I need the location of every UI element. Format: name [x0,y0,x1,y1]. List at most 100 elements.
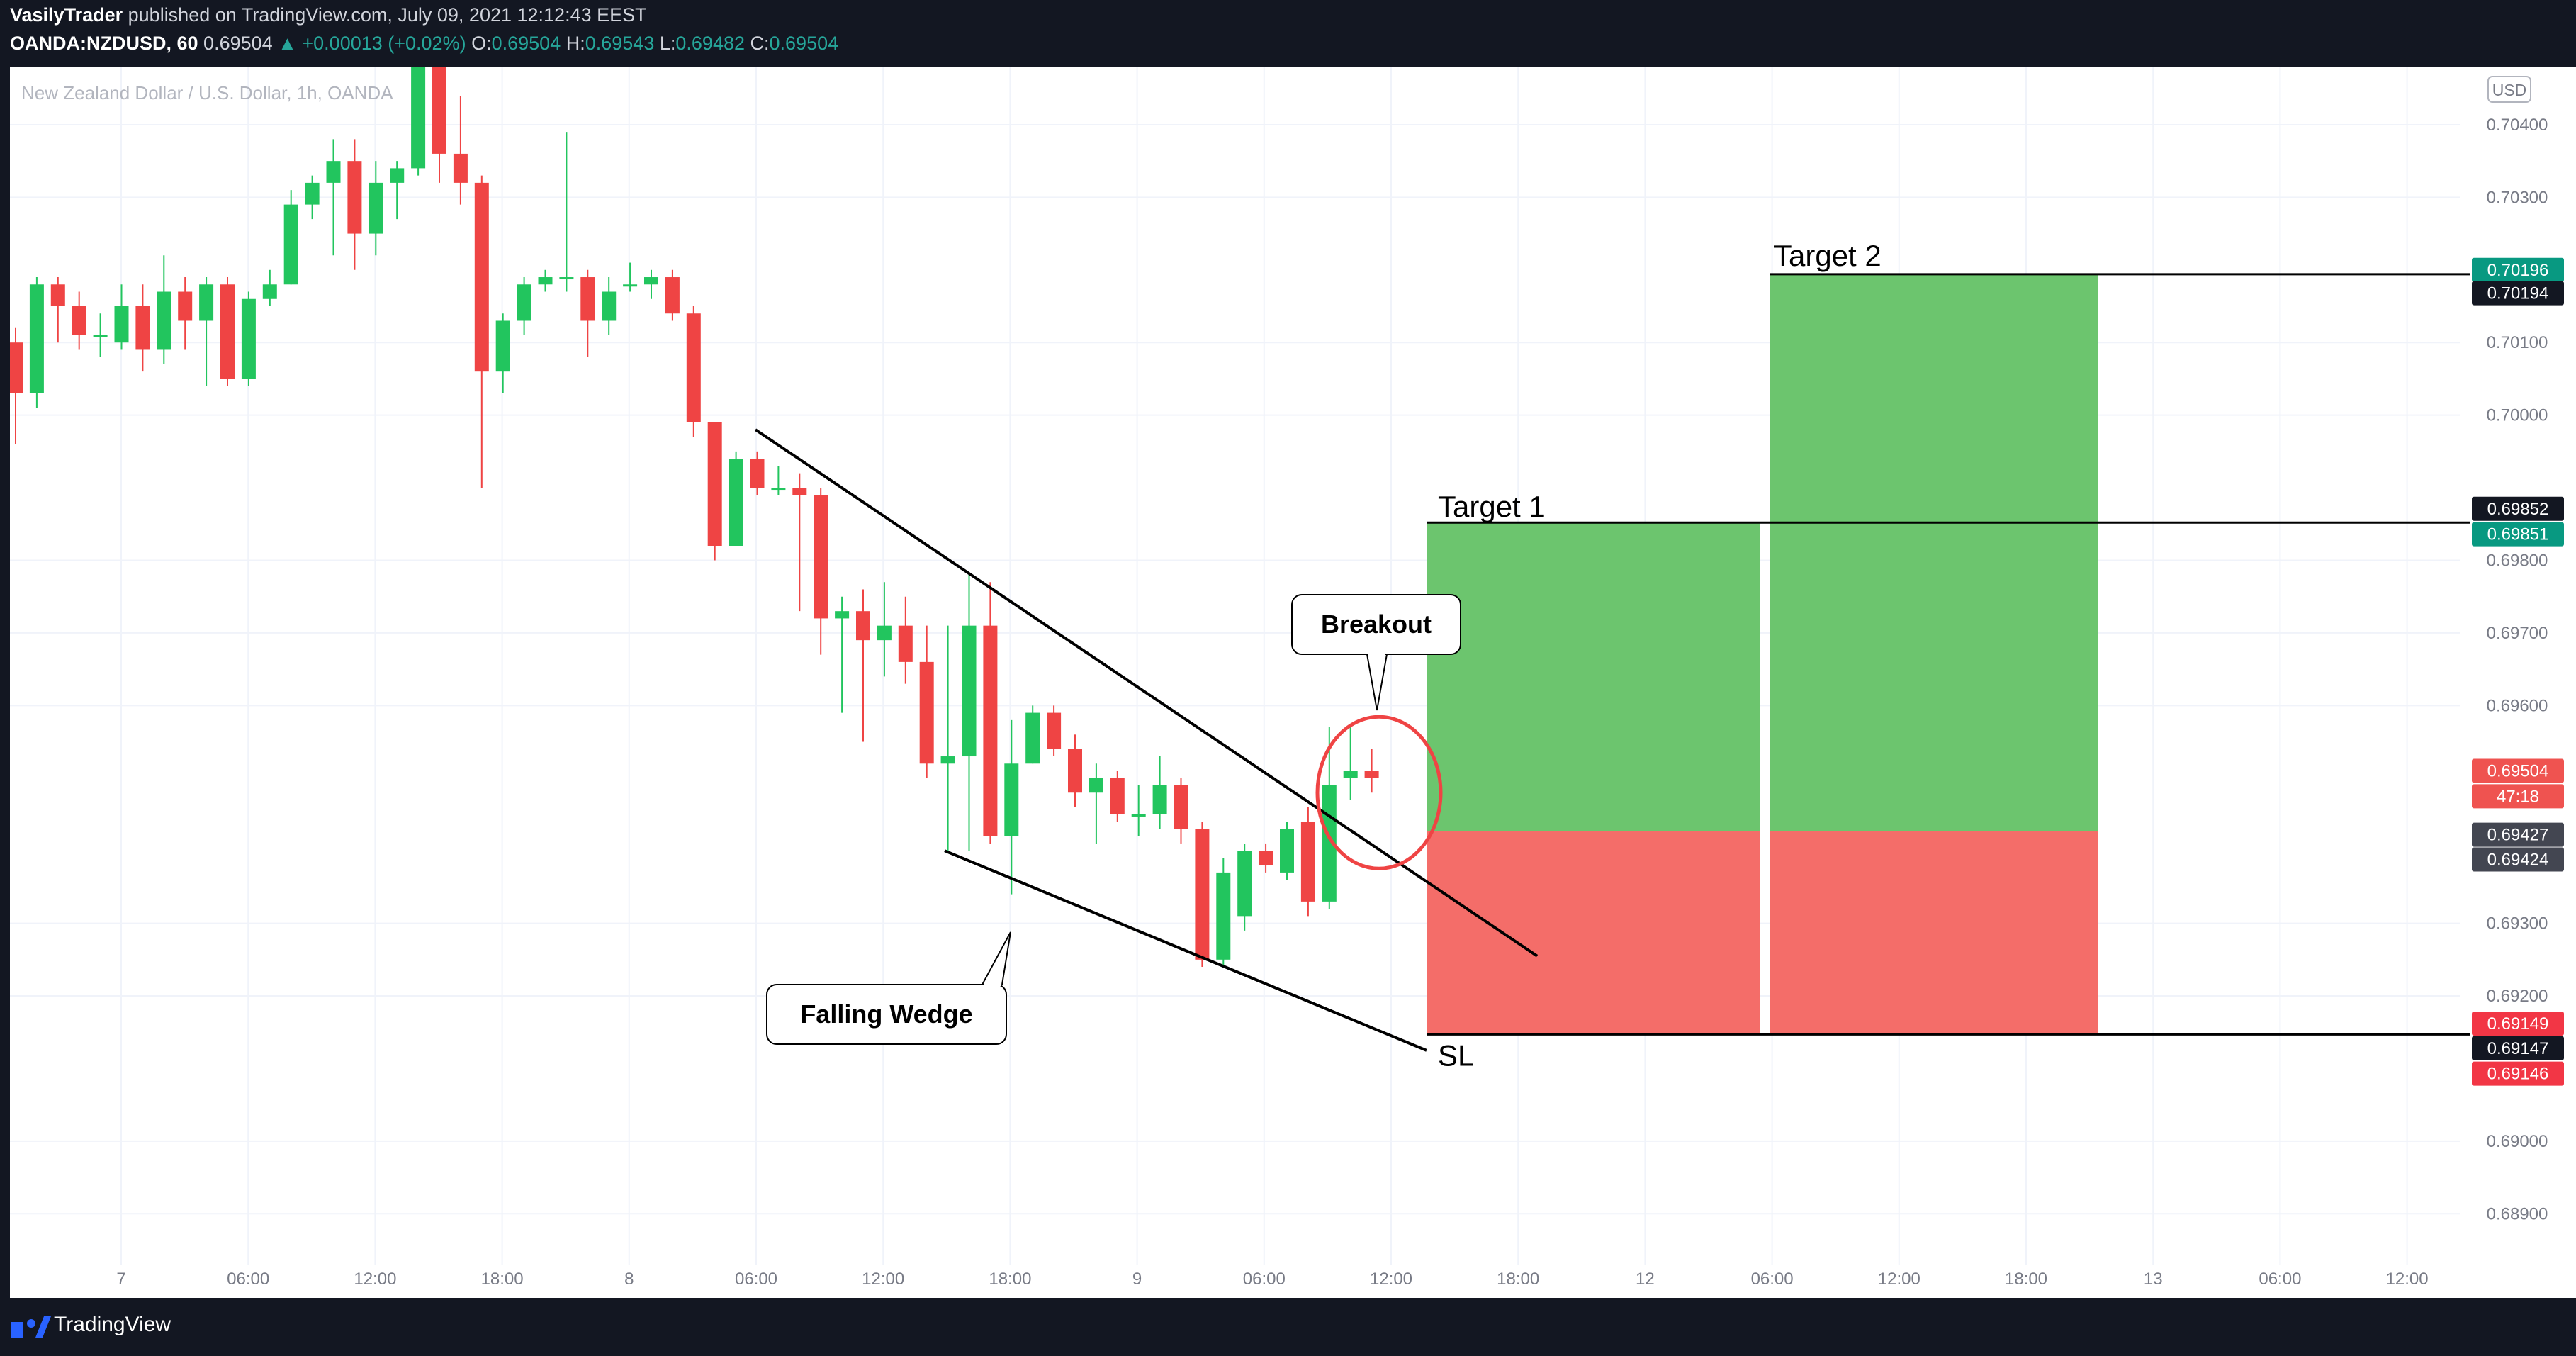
sl-label: SL [1438,1038,1474,1072]
footer-brand[interactable]: TradingView [54,1313,171,1336]
candle-body [390,168,405,183]
y-tick-label: 0.70000 [2487,406,2548,425]
price-label-bg [2472,822,2564,847]
x-tick-label: 7 [116,1270,125,1289]
candle-body [199,284,214,321]
candle-body [157,291,171,350]
price-label-bg [2472,1061,2564,1086]
candle-body [326,161,341,183]
price-label: 0.69851 [2487,525,2549,544]
candle-body [347,161,362,234]
price-label-bg [2472,1011,2564,1036]
candle-body [495,320,510,372]
ohlc-open-value: 0.69504 [491,33,561,54]
currency-badge[interactable]: USD [2487,76,2531,103]
ohlc-low-label: L: [659,33,676,54]
candle-body [983,625,998,836]
symbol-label[interactable]: OANDA:NZDUSD, 60 [10,33,198,54]
x-tick-label: 18:00 [481,1270,524,1289]
author-name[interactable]: VasilyTrader [10,4,123,26]
position-zones [1427,274,2098,1035]
candle-body [1004,763,1019,836]
y-tick-label: 0.69700 [2487,624,2548,643]
ohlc-close-value: 0.69504 [769,33,839,54]
candle-body [262,284,277,299]
candle-body [644,277,658,285]
y-tick-label: 0.70400 [2487,116,2548,135]
candle-body [1259,851,1273,865]
x-tick-label: 12 [1636,1270,1655,1289]
candle-body [814,495,828,619]
price-label: 47:18 [2497,787,2539,806]
price-label: 0.69504 [2487,762,2549,781]
chart-area[interactable]: 0.705000.704000.703000.701000.700000.698… [9,30,2576,1298]
x-tick-label: 13 [2144,1270,2163,1289]
candle-body [1300,822,1315,902]
candle-body [1047,712,1062,749]
y-tick-label: 0.69300 [2487,914,2548,934]
footer: TradingView [0,1298,2576,1356]
candle-body [919,661,934,764]
price-label-bg [2472,784,2564,809]
x-tick-label: 9 [1132,1270,1142,1289]
candle-body [729,459,743,546]
annotations: Breakout Falling Wedge Target 2 Target 1 SL [766,239,1882,1072]
y-tick-label: 0.69200 [2487,987,2548,1006]
ohlc-high-label: H: [566,33,585,54]
target-2-label: Target 2 [1774,239,1882,272]
candle-body [707,422,722,546]
x-tick-label: 06:00 [1751,1270,1794,1289]
x-tick-label: 06:00 [227,1270,269,1289]
candle-body [1025,712,1040,764]
x-tick-label: 18:00 [1497,1270,1539,1289]
y-tick-label: 0.69600 [2487,696,2548,715]
falling-wedge-callout-box [766,984,1007,1045]
candle-body [1280,829,1294,873]
candle-body [9,342,23,393]
candle-body [1068,749,1082,793]
candle-body [517,284,531,321]
candle-body [940,756,955,764]
candle-body [283,204,298,285]
candle-body [369,182,383,234]
candle-body [771,488,786,491]
x-tick-label: 06:00 [1243,1270,1286,1289]
candle-body [1237,851,1252,917]
candle-body [538,277,553,285]
candle-body [1364,771,1379,778]
price-label-bg [2472,847,2564,872]
price-label: 0.70196 [2487,261,2549,280]
breakout-callout-label: Breakout [1321,610,1432,639]
y-tick-label: 0.68900 [2487,1204,2548,1223]
y-tick-label: 0.69800 [2487,551,2548,570]
candle-body [877,625,892,641]
drawing-lines [754,273,2470,1052]
candle-body [432,59,446,154]
price-chart[interactable]: 0.705000.704000.703000.701000.700000.698… [9,30,2576,1298]
price-axis[interactable]: 0.705000.704000.703000.701000.700000.698… [2472,43,2564,1223]
candle-body [559,277,574,280]
breakout-callout-pointer [1366,654,1388,711]
y-tick-label: 0.70100 [2487,333,2548,352]
x-tick-label: 12:00 [354,1270,396,1289]
x-tick-label: 06:00 [2259,1270,2301,1289]
candle-body [602,291,617,321]
price-label-bg [2472,257,2564,282]
ohlc-close-label: C: [750,33,770,54]
time-axis[interactable]: 7 06:00 12:00 18:00 8 06:00 12:00 18:00 9 06:00 12… [116,1270,2428,1289]
falling-wedge-callout: Falling Wedge [766,931,1011,1045]
falling-wedge-callout-pointer [982,931,1011,985]
candle-body [220,284,235,379]
price-label-bg [2472,522,2564,547]
candle-body [665,277,680,314]
last-price: 0.69504 [203,33,273,54]
symbol-info: OANDA:NZDUSD, 60 0.69504 ▲ +0.00013 (+0.… [10,33,838,55]
tradingview-logo-icon[interactable] [10,1311,52,1342]
candle-body [453,153,468,183]
y-tick-label: 0.69000 [2487,1132,2548,1151]
wedge-upper-line [754,428,1539,958]
candle-body [856,611,870,641]
x-tick-label: 12:00 [1370,1270,1412,1289]
price-label-bg [2472,496,2564,521]
candle-body [178,291,193,321]
